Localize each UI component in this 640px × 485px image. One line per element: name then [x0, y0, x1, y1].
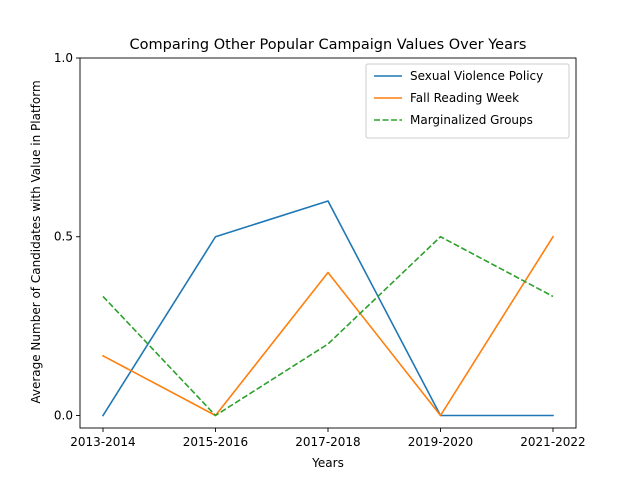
x-tick-label: 2013-2014 [70, 435, 135, 449]
x-tick-label: 2015-2016 [183, 435, 248, 449]
series-line-1 [101, 200, 554, 417]
legend-label: Fall Reading Week [410, 91, 519, 105]
x-axis-label: Years [311, 456, 344, 470]
y-tick-label: 1.0 [54, 51, 73, 65]
legend-label: Marginalized Groups [410, 113, 533, 127]
y-tick-label: 0.5 [54, 230, 73, 244]
x-tick-label: 2017-2018 [295, 435, 360, 449]
plot-area: 2013-2014 2015-2016 2017-2018 2019-2020 2021… [54, 51, 586, 449]
chart-title: Comparing Other Popular Campaign Values … [130, 37, 527, 53]
series-line-2 [101, 235, 555, 417]
legend-label: Sexual Violence Policy [410, 69, 543, 83]
y-axis-label: Average Number of Candidates with Value … [29, 80, 43, 403]
x-tick-label: 2021-2022 [520, 435, 585, 449]
x-tick-label: 2019-2020 [408, 435, 473, 449]
y-tick-label: 0.0 [54, 408, 73, 422]
legend-box [365, 63, 570, 139]
series-line-3 [102, 235, 554, 417]
